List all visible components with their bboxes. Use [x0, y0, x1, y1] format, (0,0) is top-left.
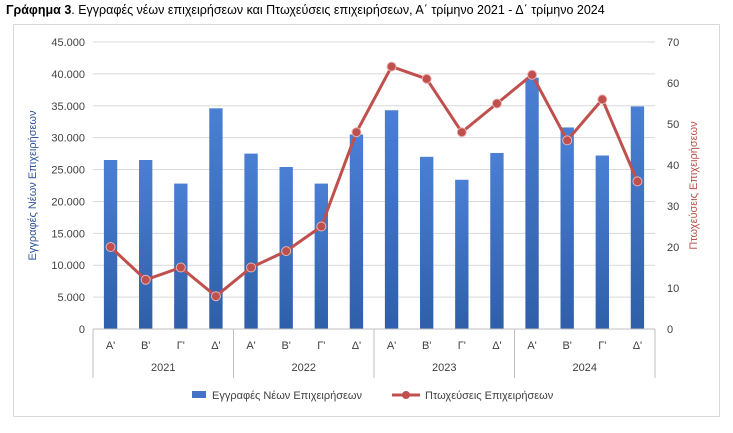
line-point: [632, 176, 643, 187]
line-point: [386, 61, 397, 72]
x-tick-label: Α': [387, 340, 396, 352]
chart-title: Γράφημα 3. Εγγραφές νέων επιχειρήσεων κα…: [6, 3, 605, 17]
y-tick-label: 45.000: [51, 37, 85, 49]
year-group-label: 2023: [432, 362, 456, 374]
x-tick-label: Γ': [458, 340, 466, 352]
y2-tick-label: 70: [667, 37, 679, 49]
x-tick-label: Γ': [177, 340, 185, 352]
y-tick-label: 20.000: [51, 196, 85, 208]
x-tick-label: Α': [106, 340, 115, 352]
x-tick-label: Δ': [492, 340, 501, 352]
bar: [560, 127, 574, 329]
chart-title-bold: Γράφημα 3: [6, 3, 72, 17]
y2-tick-label: 0: [667, 324, 673, 336]
x-tick-label: Β': [562, 340, 571, 352]
bar: [349, 134, 364, 329]
line-point: [351, 127, 362, 138]
y-tick-label: 30.000: [51, 133, 85, 145]
x-tick-label: Δ': [352, 340, 361, 352]
x-tick-label: Α': [527, 340, 536, 352]
x-tick-label: Α': [246, 340, 255, 352]
line-point: [316, 221, 327, 232]
bar: [139, 159, 153, 329]
y-tick-label: 40.000: [51, 69, 85, 81]
line-point: [175, 262, 186, 273]
bar: [384, 110, 399, 330]
bar: [174, 183, 188, 329]
bar: [455, 179, 469, 329]
line-point: [562, 135, 573, 146]
line-point: [281, 246, 292, 257]
y2-tick-label: 30: [667, 201, 679, 213]
year-group-label: 2021: [151, 362, 175, 374]
bar: [525, 77, 539, 330]
line-point: [491, 98, 502, 109]
x-tick-label: Δ': [633, 340, 642, 352]
bar: [420, 156, 434, 329]
y-tick-label: 10.000: [51, 260, 85, 272]
x-tick-label: Γ': [317, 340, 325, 352]
y2-axis-title: Πτωχεύσεις Επιχειρήσεων: [688, 121, 700, 250]
legend-bar-swatch: [192, 391, 206, 398]
chart-title-rest: . Εγγραφές νέων επιχειρήσεων και Πτωχεύσ…: [71, 3, 605, 17]
bar: [244, 153, 258, 329]
y2-tick-label: 20: [667, 242, 679, 254]
line-point: [246, 262, 257, 273]
bar: [209, 108, 223, 329]
bar: [490, 152, 504, 329]
line-point: [105, 242, 116, 252]
line-point: [456, 127, 467, 138]
y-tick-label: 25.000: [51, 165, 85, 177]
y-tick-label: 5.000: [57, 292, 85, 304]
y-tick-label: 0: [79, 324, 85, 336]
y2-tick-label: 50: [667, 119, 679, 131]
line-point: [527, 69, 538, 80]
legend-line-label: Πτωχεύσεις Επιχειρήσεων: [425, 390, 554, 402]
x-tick-label: Β': [422, 340, 431, 352]
line-point: [597, 94, 608, 105]
bar: [314, 183, 328, 329]
year-group-label: 2024: [573, 362, 597, 374]
x-tick-label: Δ': [211, 340, 220, 352]
y2-tick-label: 10: [667, 283, 679, 295]
bar: [630, 106, 645, 329]
y2-tick-label: 60: [667, 78, 679, 90]
y-axis-title: Εγγραφές Νέων Επιχειρήσεων: [27, 110, 39, 260]
line-point: [210, 291, 221, 302]
y-tick-label: 15.000: [51, 228, 85, 240]
y2-tick-label: 40: [667, 160, 679, 172]
x-tick-label: Β': [141, 340, 150, 352]
chart-frame: [13, 24, 720, 417]
line-point: [421, 73, 432, 84]
line-series-path: [109, 65, 639, 298]
x-tick-label: Β': [281, 340, 290, 352]
bar: [595, 155, 609, 329]
legend-line-marker: [402, 391, 410, 399]
x-tick-label: Γ': [598, 340, 606, 352]
y-tick-label: 35.000: [51, 101, 85, 113]
line-point: [140, 274, 151, 285]
legend-bar-label: Εγγραφές Νέων Επιχειρήσεων: [212, 390, 362, 402]
year-group-label: 2022: [292, 362, 316, 374]
